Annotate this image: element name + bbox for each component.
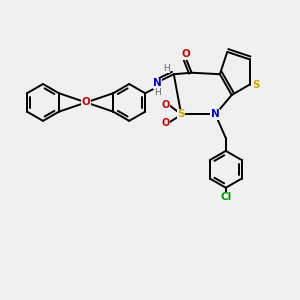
Text: N: N [153, 78, 162, 88]
Text: O: O [162, 118, 170, 128]
Text: H: H [163, 64, 170, 73]
Text: S: S [178, 109, 185, 119]
Text: H: H [154, 88, 161, 98]
Text: O: O [182, 49, 190, 59]
Text: O: O [162, 100, 170, 110]
Text: O: O [82, 98, 91, 107]
Text: N: N [211, 109, 220, 119]
Text: Cl: Cl [220, 192, 231, 202]
Text: S: S [252, 80, 260, 90]
